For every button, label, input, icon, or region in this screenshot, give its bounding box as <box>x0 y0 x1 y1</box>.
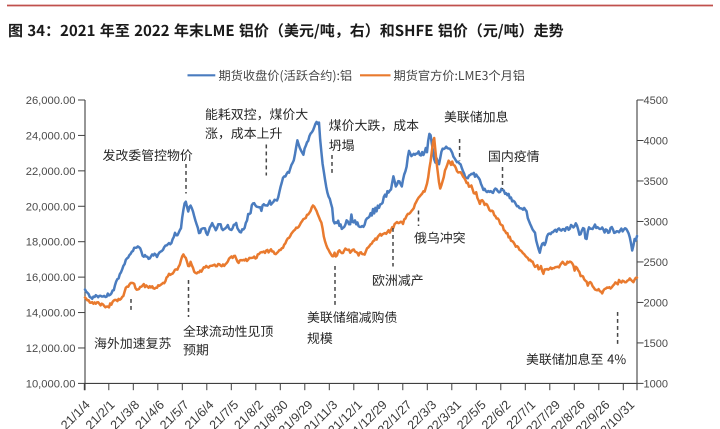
svg-text:10,000.00: 10,000.00 <box>26 378 76 390</box>
svg-text:18,000.00: 18,000.00 <box>26 237 76 249</box>
svg-text:22,000.00: 22,000.00 <box>26 166 76 178</box>
svg-text:24,000.00: 24,000.00 <box>26 130 76 142</box>
svg-text:4000: 4000 <box>644 136 668 148</box>
svg-text:2000: 2000 <box>644 298 668 310</box>
svg-text:20,000.00: 20,000.00 <box>26 201 76 213</box>
svg-text:16,000.00: 16,000.00 <box>26 272 76 284</box>
svg-text:3500: 3500 <box>644 176 668 188</box>
svg-text:2500: 2500 <box>644 257 668 269</box>
svg-text:14,000.00: 14,000.00 <box>26 308 76 320</box>
svg-text:1000: 1000 <box>644 379 668 391</box>
svg-text:3000: 3000 <box>644 217 668 229</box>
svg-text:12,000.00: 12,000.00 <box>26 343 76 355</box>
svg-text:1500: 1500 <box>644 338 668 350</box>
svg-text:4500: 4500 <box>644 95 668 107</box>
svg-text:26,000.00: 26,000.00 <box>26 95 76 107</box>
